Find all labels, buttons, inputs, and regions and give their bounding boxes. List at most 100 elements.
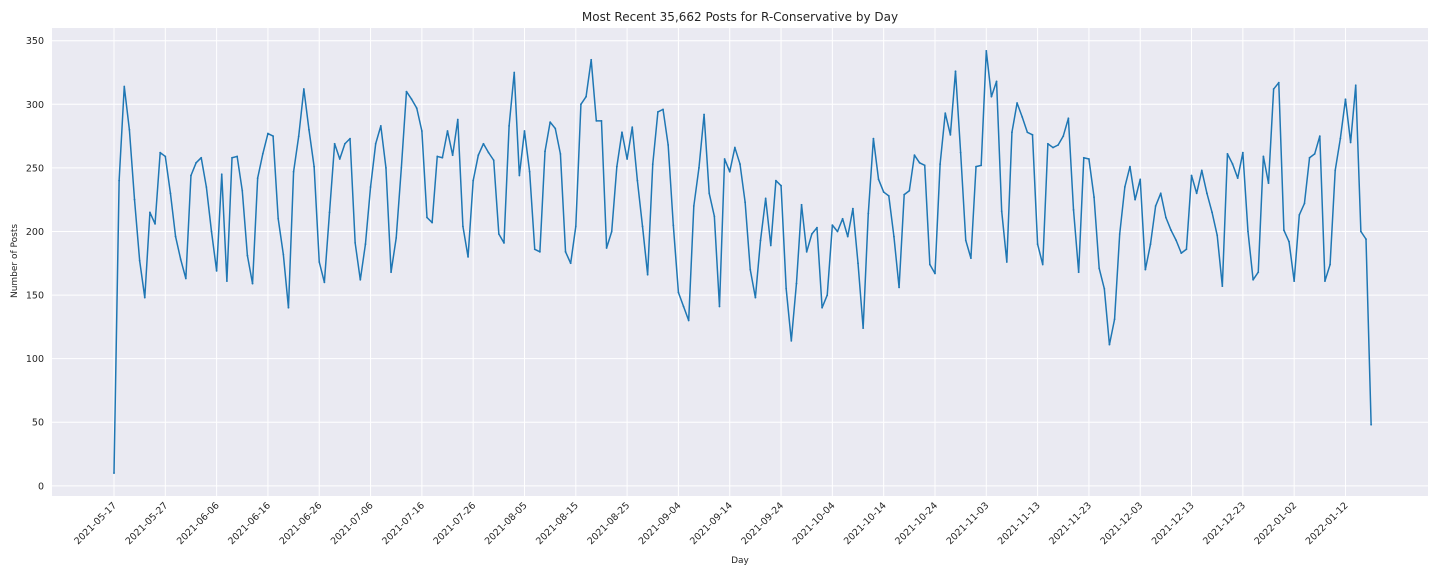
data-point	[636, 179, 639, 182]
data-point	[282, 253, 285, 256]
data-point	[1288, 240, 1290, 243]
data-point	[523, 130, 526, 132]
data-point	[1067, 117, 1070, 120]
data-point	[569, 262, 572, 265]
data-point	[913, 154, 916, 157]
data-point	[308, 128, 310, 131]
data-point	[1139, 178, 1142, 181]
data-point	[1365, 238, 1367, 241]
data-point	[159, 151, 162, 154]
data-point	[1082, 156, 1085, 159]
x-tick-label: 2021-08-25	[585, 500, 632, 547]
x-axis-ticks: 2021-05-17 2021-05-27 2021-06-06 2021-06-16…	[72, 500, 1350, 547]
data-point	[1164, 216, 1167, 219]
data-point	[1149, 243, 1152, 246]
x-tick-label: 2021-06-16	[226, 500, 273, 547]
data-point	[1077, 271, 1080, 274]
data-point	[718, 305, 721, 308]
data-point	[302, 88, 305, 90]
data-point	[651, 163, 654, 165]
data-point	[841, 217, 844, 220]
data-point	[472, 179, 475, 182]
x-tick-label: 2021-12-23	[1201, 500, 1248, 547]
x-tick-label: 2021-08-15	[534, 500, 581, 547]
data-point	[241, 189, 244, 192]
data-point	[1123, 186, 1126, 188]
series-line-posts-per-day	[113, 50, 1372, 474]
data-point	[1088, 158, 1090, 160]
x-tick-label: 2022-01-12	[1304, 500, 1351, 547]
data-point	[528, 170, 531, 173]
data-point	[169, 192, 172, 195]
data-point	[939, 163, 942, 165]
data-point	[626, 158, 629, 160]
data-point	[1144, 268, 1147, 271]
data-point	[959, 151, 962, 154]
data-point	[893, 235, 895, 238]
data-point	[1195, 192, 1198, 195]
data-point	[492, 159, 495, 162]
data-point	[503, 242, 505, 244]
data-point	[164, 155, 167, 158]
data-point	[857, 262, 859, 265]
y-tick-label: 300	[26, 100, 44, 111]
data-point	[1313, 153, 1316, 155]
data-point	[662, 108, 664, 111]
data-point	[1252, 278, 1255, 281]
data-point	[816, 226, 818, 229]
data-point	[574, 225, 577, 228]
data-point	[477, 154, 480, 157]
data-point	[154, 222, 156, 225]
data-point	[174, 235, 177, 238]
data-point	[297, 135, 300, 138]
data-point	[970, 257, 972, 260]
data-point	[1354, 84, 1357, 87]
data-point	[826, 294, 829, 296]
x-tick-label: 2021-05-17	[72, 500, 119, 547]
data-point	[1262, 155, 1265, 158]
data-point	[585, 95, 587, 98]
data-point	[1211, 211, 1213, 214]
data-point	[934, 272, 936, 275]
data-point	[1293, 280, 1296, 282]
data-point	[1005, 261, 1008, 263]
plot-area	[52, 28, 1428, 496]
data-point	[831, 224, 834, 227]
data-point	[420, 130, 423, 132]
data-point	[123, 85, 126, 88]
data-point	[595, 119, 598, 122]
data-point	[1026, 131, 1029, 134]
data-point	[805, 250, 808, 253]
data-point	[1257, 271, 1260, 274]
x-tick-label: 2021-09-24	[739, 500, 786, 547]
data-point	[898, 286, 900, 289]
data-point	[795, 282, 798, 285]
data-point	[277, 217, 280, 220]
data-point	[1298, 214, 1301, 216]
x-tick-label: 2021-07-16	[380, 500, 427, 547]
x-tick-label: 2021-10-24	[893, 500, 940, 547]
data-point	[456, 118, 459, 121]
data-point	[1221, 285, 1224, 288]
y-tick-label: 350	[26, 36, 44, 47]
data-point	[708, 192, 711, 195]
data-point	[1359, 230, 1362, 233]
data-point	[692, 205, 695, 207]
y-tick-label: 200	[26, 227, 44, 238]
data-point	[118, 179, 121, 182]
data-point	[231, 156, 233, 159]
data-point	[436, 155, 439, 158]
data-point	[1113, 318, 1116, 321]
data-point	[1349, 141, 1352, 144]
x-tick-label: 2021-10-04	[791, 500, 838, 547]
data-point	[821, 306, 823, 309]
data-point	[1247, 230, 1249, 233]
x-tick-label: 2021-05-27	[124, 500, 171, 547]
data-point	[210, 230, 213, 233]
data-point	[338, 158, 341, 160]
data-point	[379, 125, 382, 127]
data-point	[390, 271, 392, 274]
data-point	[621, 131, 623, 134]
data-point	[1206, 192, 1208, 195]
